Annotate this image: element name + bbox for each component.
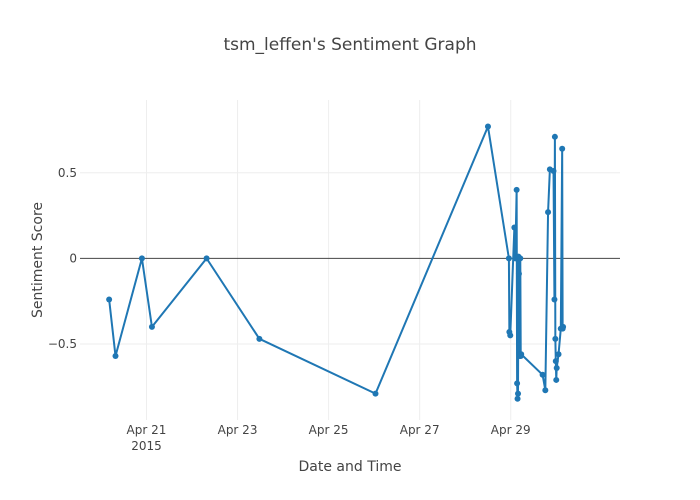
data-point xyxy=(552,335,559,342)
y-axis-title: Sentiment Score xyxy=(30,202,46,318)
data-point xyxy=(551,133,558,140)
data-point xyxy=(551,296,558,303)
data-point xyxy=(148,323,155,330)
data-point xyxy=(518,351,525,358)
y-tick-label: 0.5 xyxy=(58,166,77,180)
data-point xyxy=(203,255,210,262)
data-point xyxy=(553,364,560,371)
x-tick-label: Apr 25 xyxy=(309,423,349,437)
series-line xyxy=(108,125,565,400)
chart-title: tsm_leffen's Sentiment Graph xyxy=(223,35,476,55)
data-point xyxy=(484,123,491,130)
data-point xyxy=(560,323,567,330)
data-point xyxy=(514,395,521,402)
data-point xyxy=(545,209,552,216)
data-point xyxy=(555,351,562,358)
data-point xyxy=(539,371,546,378)
y-tick-label: 0 xyxy=(69,251,77,265)
data-point xyxy=(553,376,560,383)
x-tick-label: Apr 21 xyxy=(127,423,167,437)
x-tick-label: Apr 27 xyxy=(400,423,440,437)
data-point xyxy=(514,380,521,387)
data-point xyxy=(552,358,559,365)
data-point xyxy=(515,390,522,397)
data-point xyxy=(505,255,512,262)
data-point xyxy=(112,352,119,359)
x-tick-label: Apr 29 xyxy=(491,423,531,437)
y-tick-label: −0.5 xyxy=(48,337,77,351)
x-tick-label: Apr 23 xyxy=(218,423,258,437)
data-point xyxy=(559,145,566,152)
data-point xyxy=(513,186,520,193)
data-points xyxy=(106,123,567,402)
data-point xyxy=(256,335,263,342)
data-point xyxy=(542,387,549,394)
data-point xyxy=(138,255,145,262)
tick-labels: Apr 21 2015 Apr 23 Apr 25 Apr 27 Apr 29 0.5 0 −0… xyxy=(48,166,531,453)
data-point xyxy=(511,224,518,231)
x-tick-sublabel: 2015 xyxy=(131,439,162,453)
data-point xyxy=(507,332,514,339)
x-axis-title: Date and Time xyxy=(299,459,402,475)
data-point xyxy=(372,390,379,397)
data-point xyxy=(517,255,524,262)
data-point xyxy=(515,270,522,277)
data-point xyxy=(106,296,113,303)
data-point xyxy=(550,168,557,175)
